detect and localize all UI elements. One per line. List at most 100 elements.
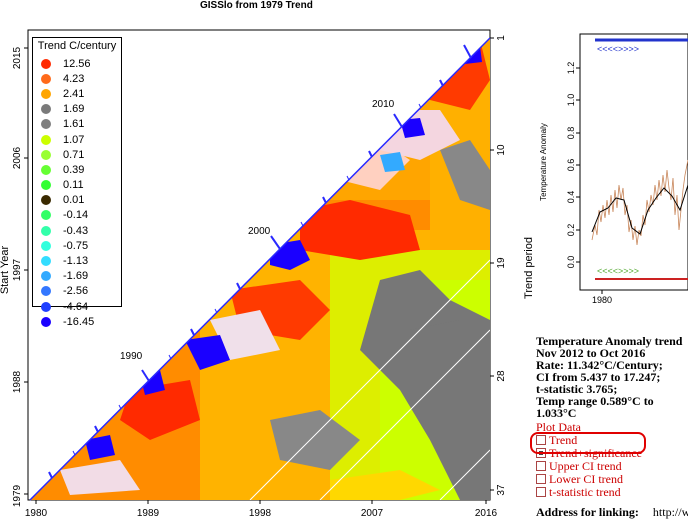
trend-legend: Trend C/century 12.56 4.23 2.41 1.69 1.61 1.0… — [32, 37, 122, 328]
option-label: Lower CI trend — [549, 471, 623, 486]
address-url[interactable]: http://www — [652, 505, 688, 519]
legend-item: -16.45 — [33, 314, 121, 329]
info-tstat: t-statistic 3.765; — [536, 382, 618, 396]
legend-swatch-icon — [41, 210, 51, 221]
legend-swatch-icon — [41, 119, 51, 130]
option-lower-ci[interactable]: Lower CI trend — [536, 472, 688, 485]
info-rate: Rate: 11.342°C/Century; — [536, 358, 663, 372]
selection-highlight — [530, 432, 646, 454]
legend-swatch-icon — [41, 104, 51, 115]
legend-item: 0.71 — [33, 147, 121, 162]
anomaly-y-tick: 1.2 — [566, 62, 576, 75]
legend-item: -0.75 — [33, 238, 121, 253]
x-tick-label: 1980 — [25, 508, 48, 519]
legend-swatch-icon — [41, 134, 51, 145]
legend-item: 1.69 — [33, 102, 121, 117]
diagonal-year-label: 2000 — [248, 226, 271, 237]
y-tick-label: 2015 — [12, 46, 23, 69]
y-tick-label: 1997 — [12, 258, 23, 281]
checkbox-upper-ci[interactable] — [536, 460, 546, 471]
info-period: Nov 2012 to Oct 2016 — [536, 346, 646, 360]
legend-value: 12.56 — [63, 57, 91, 70]
legend-swatch-icon — [41, 256, 51, 267]
bottom-arrows: <<<<>>>> — [597, 266, 639, 276]
legend-value: 0.39 — [63, 163, 85, 176]
legend-value: 1.07 — [63, 133, 85, 146]
diagonal-year-label: 2010 — [372, 99, 395, 110]
info-temp-range: Temp range 0.589°C to 1.033°C — [536, 394, 654, 420]
legend-value: -1.13 — [63, 255, 89, 268]
legend-swatch-icon — [41, 316, 51, 327]
legend-item: 4.23 — [33, 71, 121, 86]
legend-value: 4.23 — [63, 72, 85, 85]
legend-value: -2.56 — [63, 285, 89, 298]
period-tick-label: 37 — [496, 484, 507, 496]
legend-value: -0.14 — [63, 209, 89, 222]
legend-swatch-icon — [41, 195, 51, 206]
anomaly-y-tick: 1.0 — [566, 94, 576, 107]
temperature-anomaly-chart: <<<<>>>> <<<<>>>> 1.2 1.0 0.8 0.6 0.4 0.… — [539, 33, 688, 305]
legend-item: -1.13 — [33, 253, 121, 268]
x-tick-label: 2007 — [361, 508, 384, 519]
legend-value: -0.75 — [63, 239, 89, 252]
chart-title: GISSlo from 1979 Trend — [200, 0, 313, 11]
legend-item: 2.41 — [33, 86, 121, 101]
anomaly-y-tick: 0.0 — [566, 256, 576, 269]
legend-title: Trend C/century — [37, 40, 117, 52]
legend-item: 1.61 — [33, 117, 121, 132]
option-label: t-statistic trend — [549, 484, 621, 499]
plot-data-label: Plot Data — [536, 420, 581, 434]
checkbox-t-statistic[interactable] — [536, 486, 546, 497]
legend-item: 12.56 — [33, 56, 121, 71]
legend-swatch-icon — [41, 149, 51, 160]
legend-swatch-icon — [41, 88, 51, 99]
y-axis-title: Start Year — [0, 246, 11, 295]
x-tick-label: 1998 — [249, 508, 272, 519]
anomaly-y-tick: 0.8 — [566, 127, 576, 140]
legend-swatch-icon — [41, 73, 51, 84]
period-tick-label: 10 — [496, 144, 507, 156]
legend-value: 0.11 — [63, 179, 84, 192]
x-tick-label: 1989 — [137, 508, 160, 519]
option-label: Upper CI trend — [549, 458, 622, 473]
legend-item: -0.14 — [33, 208, 121, 223]
y-tick-label: 1988 — [12, 370, 23, 393]
legend-swatch-icon — [41, 286, 51, 297]
legend-value: -1.69 — [63, 270, 89, 283]
legend-swatch-icon — [41, 301, 51, 312]
legend-swatch-icon — [41, 180, 51, 191]
period-axis-title: Trend period — [523, 237, 535, 299]
legend-value: 0.71 — [63, 148, 85, 161]
info-ci: CI from 5.437 to 17.247; — [536, 370, 661, 384]
linking-address: Address for linking: http://www — [536, 505, 688, 520]
legend-value: 1.69 — [63, 103, 85, 116]
period-tick-label: 1 — [496, 35, 507, 41]
legend-item: -2.56 — [33, 284, 121, 299]
anomaly-y-tick: 0.2 — [566, 224, 576, 237]
legend-swatch-icon — [41, 240, 51, 251]
legend-swatch-icon — [41, 164, 51, 175]
legend-item: -0.43 — [33, 223, 121, 238]
period-tick-label: 28 — [496, 370, 507, 382]
legend-item: 0.11 — [33, 178, 121, 193]
legend-value: 1.61 — [63, 118, 85, 131]
trend-info-panel: Temperature Anomaly trend Nov 2012 to Oc… — [536, 335, 688, 498]
legend-item: 0.39 — [33, 162, 121, 177]
legend-value: 2.41 — [63, 87, 85, 100]
x-tick-label: 2016 — [475, 508, 498, 519]
legend-swatch-icon — [41, 271, 51, 282]
legend-item: 0.01 — [33, 193, 121, 208]
period-tick-label: 19 — [496, 257, 507, 269]
legend-value: -0.43 — [63, 224, 89, 237]
address-label: Address for linking: — [536, 505, 639, 519]
legend-value: -16.45 — [63, 315, 95, 328]
legend-swatch-icon — [41, 58, 51, 69]
option-t-statistic[interactable]: t-statistic trend — [536, 485, 688, 498]
info-heading: Temperature Anomaly trend — [536, 334, 683, 348]
checkbox-lower-ci[interactable] — [536, 473, 546, 484]
anomaly-x-tick: 1980 — [592, 295, 612, 305]
legend-value: -4.64 — [63, 300, 89, 313]
option-upper-ci[interactable]: Upper CI trend — [536, 459, 688, 472]
anomaly-y-tick: 0.6 — [566, 159, 576, 172]
